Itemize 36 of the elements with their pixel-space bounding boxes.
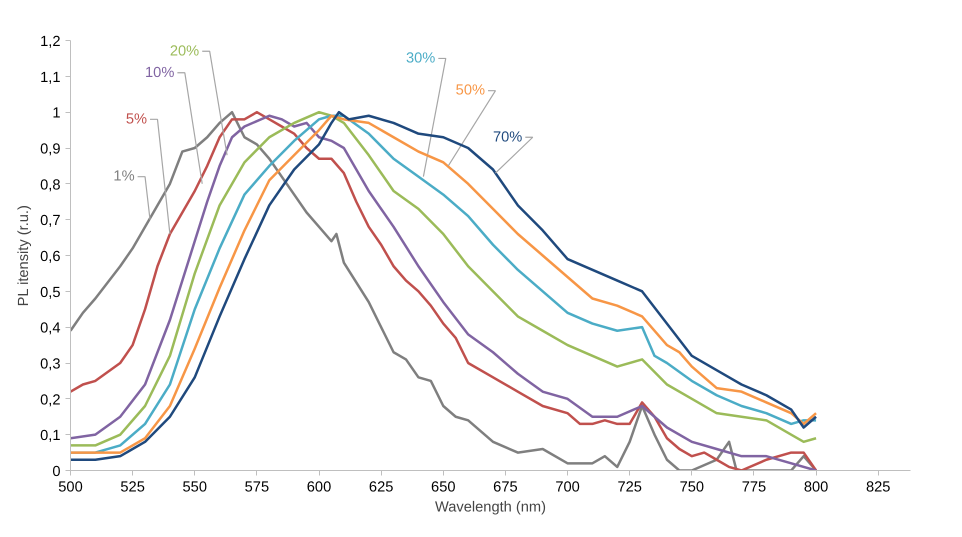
y-tick-label: 0,9: [40, 142, 60, 158]
y-tick-label: 1,2: [40, 34, 60, 50]
y-tick-label: 0,6: [40, 249, 60, 265]
y-tick-label: 0,1: [40, 428, 60, 444]
series-label: 70%: [492, 129, 522, 146]
x-tick-label: 775: [742, 480, 766, 496]
x-tick-label: 525: [120, 480, 145, 496]
x-axis-title: Wavelength (nm): [434, 500, 546, 516]
text: 10%: [145, 64, 174, 81]
text: 1%: [113, 168, 135, 185]
y-tick-label: 0: [52, 464, 61, 480]
text: 30%: [406, 50, 436, 66]
x-tick-label: 625: [368, 480, 394, 496]
x-tick-label: 800: [804, 480, 828, 496]
y-tick-label: 0,2: [40, 392, 60, 408]
y-tick-label: 0,4: [40, 320, 60, 337]
text: 20%: [170, 43, 200, 60]
x-tick-label: 575: [244, 480, 270, 496]
x-tick-label: 675: [493, 480, 518, 496]
x-tick-label: 600: [306, 480, 332, 496]
y-tick-label: 0,7: [40, 213, 60, 230]
x-tick-label: 700: [555, 480, 580, 496]
x-tick-label: 725: [617, 480, 642, 496]
text: 50%: [456, 82, 486, 99]
x-tick-label: 750: [680, 480, 704, 496]
y-tick-label: 1: [52, 106, 61, 122]
y-axis-title: PL itensity (r.u.): [16, 205, 32, 306]
text: 5%: [126, 111, 148, 128]
x-tick-label: 550: [182, 480, 207, 496]
y-tick-label: 0,8: [40, 177, 60, 194]
x-tick-label: 650: [431, 480, 456, 496]
y-tick-label: 0,3: [40, 356, 60, 372]
y-tick-label: 1,1: [40, 70, 60, 86]
x-tick-label: 500: [58, 480, 83, 496]
y-tick-label: 0,5: [40, 284, 60, 301]
x-tick-label: 825: [866, 480, 890, 496]
